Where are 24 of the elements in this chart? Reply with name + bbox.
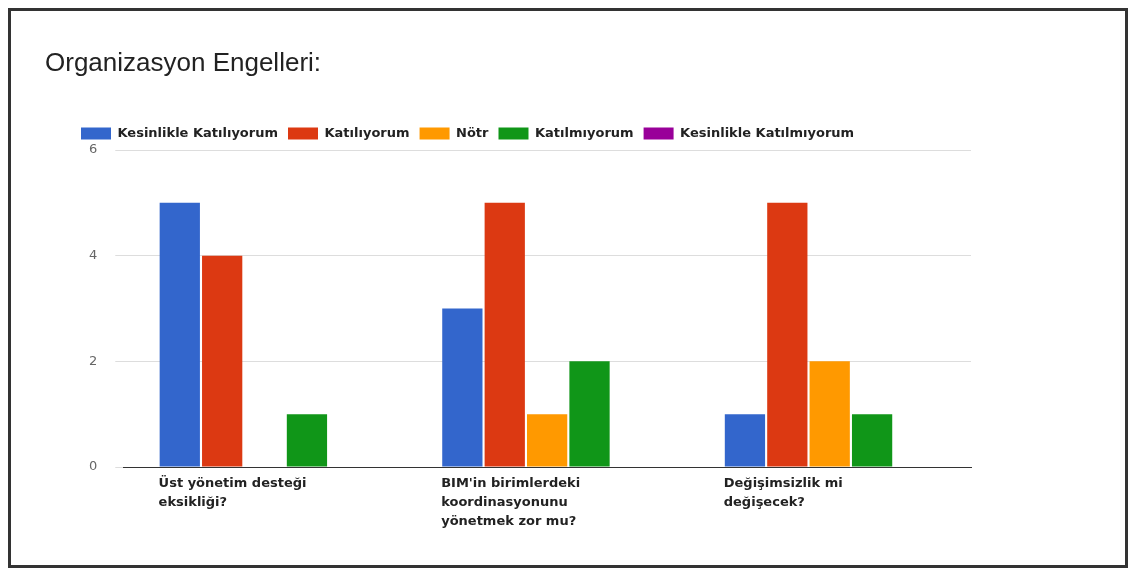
bar [484, 202, 525, 467]
x-tick-label: Değişimsizlik mi değişecek? [723, 474, 843, 509]
x-tick-label: Üst yönetim desteği eksikliği? [158, 474, 307, 509]
legend-label: Kesinlikle Katılmıyorum [680, 124, 855, 140]
y-tick-label: 2 [88, 352, 98, 368]
y-tick-label: 4 [88, 247, 98, 263]
legend-label: Kesinlikle Katılıyorum [117, 124, 279, 140]
y-tick-label: 6 [88, 141, 98, 157]
bar [724, 414, 766, 467]
bar [159, 202, 200, 467]
bar [767, 202, 808, 467]
y-tick-label: 0 [88, 458, 98, 474]
chart-title: Organizasyon Engelleri: [44, 46, 323, 79]
bar [809, 361, 850, 467]
legend-label: Nötr [456, 124, 490, 140]
bar [442, 308, 483, 467]
bar [286, 414, 328, 467]
x-tick-label: BIM'in birimlerdeki koordinasyonunu yönetmek zor mu? [441, 474, 581, 528]
legend-label: Katılıyorum [324, 124, 410, 140]
legend-label: Katılmıyorum [535, 124, 634, 140]
bar [202, 255, 243, 467]
bar [569, 361, 610, 467]
bar [851, 414, 893, 467]
bar [527, 414, 568, 467]
